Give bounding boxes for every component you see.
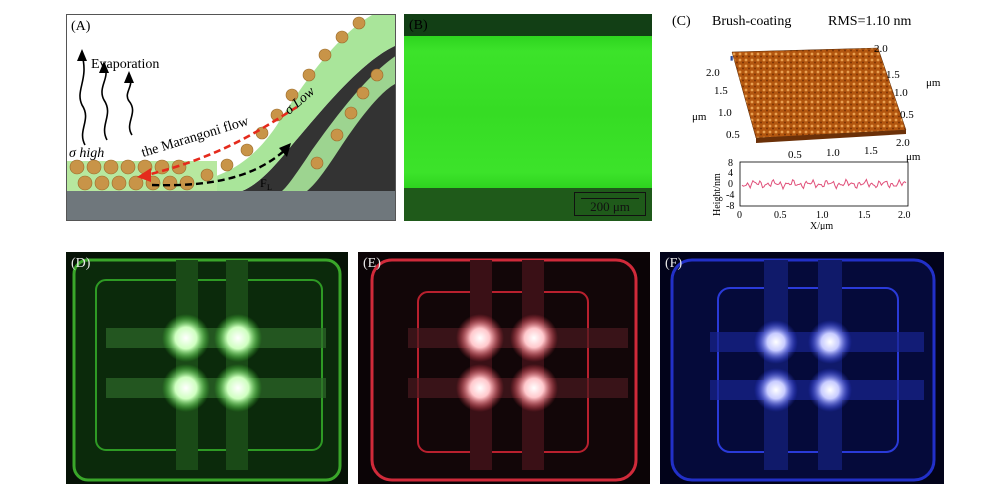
surface-axis-bottom-tick: 1.5 — [864, 145, 878, 157]
evaporation-arrows — [79, 54, 134, 146]
profile-y-label: Height/nm — [712, 173, 723, 216]
green-film-stripe — [404, 36, 652, 188]
height-profile-line — [741, 178, 907, 191]
scale-bar-label: 200 μm — [590, 199, 630, 214]
scale-bar-box: 200 μm — [574, 192, 646, 216]
profile-y-tick: -8 — [726, 201, 734, 212]
emission-pixel — [162, 364, 210, 412]
panel-e-label: (E) — [363, 256, 381, 271]
emission-pixel — [214, 364, 262, 412]
profile-x-tick: 1.0 — [816, 210, 829, 221]
afm-rms-title: RMS=1.10 nm — [828, 14, 912, 29]
panel-a-schematic: Evaporation σ high σ Low the Marangoni f… — [66, 14, 396, 221]
film-edge-top — [404, 14, 652, 36]
scale-bar-line — [581, 198, 639, 199]
panel-f-blue-device: (F) — [660, 252, 944, 484]
afm-figure: 2.0 1.5 1.0 0.5 μm 2.0 1.5 1.0 0.5 μm 0.… — [692, 43, 941, 230]
emission-pixel — [510, 314, 558, 362]
marangoni-schematic: Evaporation σ high σ Low the Marangoni f… — [67, 15, 395, 220]
emission-pixel — [456, 364, 504, 412]
sigma-high-label: σ high — [69, 146, 104, 161]
panel-d-label: (D) — [71, 256, 91, 271]
surface-axis-left-tick: 1.5 — [714, 85, 728, 97]
surface-axis-left-tick: 1.0 — [718, 107, 732, 119]
panel-d-green-device: (D) — [66, 252, 348, 484]
electrode-vertical — [764, 260, 788, 470]
panel-c-label: (C) — [672, 14, 691, 29]
surface-axis-left-tick: 2.0 — [706, 67, 720, 79]
svg-text:▮: ▮ — [730, 56, 733, 62]
surface-axis-right-tick: 1.5 — [886, 69, 900, 81]
emission-pixel — [456, 314, 504, 362]
device-outline — [72, 258, 342, 482]
force-subscript: L — [267, 183, 272, 192]
panel-c-afm: (C) Brush-coating RMS=1.10 nm 2.0 1.5 1.… — [660, 10, 960, 230]
device-outline — [670, 258, 936, 482]
surface-axis-right-tick: 1.0 — [894, 87, 908, 99]
profile-x-tick: 1.5 — [858, 210, 871, 221]
panel-b-label: (B) — [409, 18, 428, 33]
panel-f-label: (F) — [665, 256, 683, 271]
emission-pixel — [162, 314, 210, 362]
panel-e-red-device: (E) — [358, 252, 650, 484]
profile-y-tick: -4 — [726, 190, 734, 201]
ink-meniscus — [197, 15, 395, 191]
marangoni-flow-label: the Marangoni flow — [140, 114, 252, 161]
evaporation-label: Evaporation — [91, 57, 159, 72]
device-outline — [370, 258, 638, 482]
surface-axis-bottom-tick: 1.0 — [826, 147, 840, 159]
profile-x-tick: 2.0 — [898, 210, 911, 221]
panel-b-micrograph: 200 μm (B) — [404, 14, 652, 221]
emission-pixel — [510, 364, 558, 412]
surface-axis-bottom-unit: μm — [906, 151, 921, 163]
capillary-force-arrow — [151, 149, 286, 187]
marangoni-flow-arrow — [146, 105, 298, 177]
surface-axis-right-tick: 0.5 — [900, 109, 914, 121]
profile-y-tick: 8 — [728, 158, 733, 169]
emission-pixel — [754, 368, 798, 412]
brush-body — [242, 45, 395, 191]
surface-axis-left-unit: μm — [692, 111, 707, 123]
profile-x-tick: 0 — [737, 210, 742, 221]
panel-a-label: (A) — [71, 19, 91, 34]
surface-axis-bottom-tick: 0.5 — [788, 149, 802, 161]
substrate — [67, 191, 395, 220]
emission-pixel — [808, 368, 852, 412]
profile-y-tick: 4 — [728, 168, 733, 179]
emission-pixel — [754, 320, 798, 364]
profile-y-tick: 0 — [728, 179, 733, 190]
afm-method-title: Brush-coating — [712, 14, 792, 29]
force-label: F — [260, 176, 267, 190]
profile-plot-frame — [739, 161, 909, 207]
emission-pixel — [214, 314, 262, 362]
afm-surface — [731, 47, 907, 139]
surface-axis-left-tick: 0.5 — [726, 129, 740, 141]
surface-axis-bottom-tick: 2.0 — [896, 137, 910, 149]
emission-pixel — [808, 320, 852, 364]
surface-axis-right-tick: 2.0 — [874, 43, 888, 55]
profile-x-label: X/μm — [810, 221, 833, 230]
surface-axis-right-unit: μm — [926, 77, 941, 89]
profile-x-tick: 0.5 — [774, 210, 787, 221]
